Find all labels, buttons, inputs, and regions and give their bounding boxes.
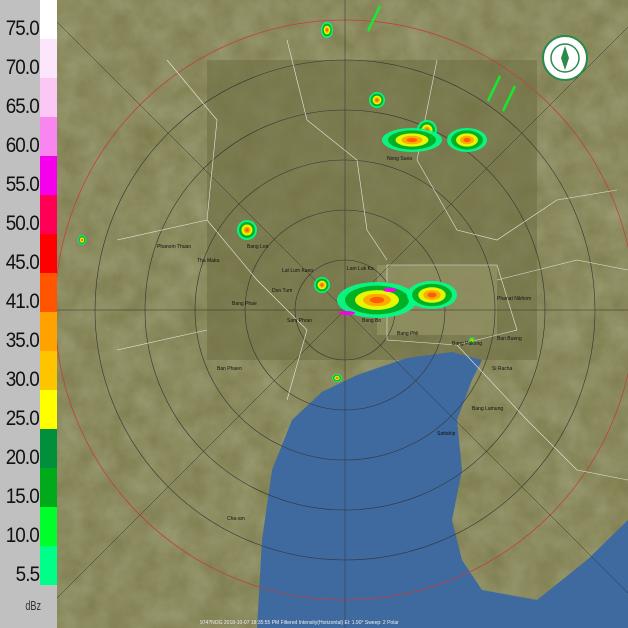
sea xyxy=(257,352,628,628)
legend-swatch xyxy=(40,507,57,546)
legend-label: 30.0 xyxy=(5,368,40,391)
place-label: Lat Lum Kaeo xyxy=(282,268,313,274)
place-label: Sam Phran xyxy=(287,318,312,324)
legend-level: 41.0 xyxy=(0,273,57,312)
place-label: Phanat Nikhom xyxy=(497,296,531,302)
legend-swatch xyxy=(40,0,57,39)
legend-label: 55.0 xyxy=(5,173,40,196)
echo-cell xyxy=(383,288,397,292)
legend-unit: dBz xyxy=(25,598,42,613)
echo-cell xyxy=(245,228,249,232)
place-label: Bang Len xyxy=(247,244,269,250)
place-label: Ban Bueng xyxy=(497,336,522,342)
legend-label: 75.0 xyxy=(5,17,40,40)
radar-echoes xyxy=(78,5,516,382)
legend-label: 70.0 xyxy=(5,56,40,79)
legend-level: 35.0 xyxy=(0,312,57,351)
azimuth-line xyxy=(57,21,346,311)
dbz-color-legend: 75.0 70.0 65.0 60.0 55.0 50.0 45.0 41.0 35.0 30.0… xyxy=(0,0,57,628)
legend-level: 50.0 xyxy=(0,195,57,234)
legend-label: 10.0 xyxy=(5,524,40,547)
legend-label: 41.0 xyxy=(5,290,40,313)
legend-label: 65.0 xyxy=(5,95,40,118)
place-label: Bang Phae xyxy=(232,301,257,307)
legend-swatch xyxy=(40,546,57,585)
legend-swatch xyxy=(40,468,57,507)
place-labels: Phanom Thuan Bang Len Lat Lum Kaeo Lam Luk … xyxy=(157,156,531,522)
echo-spoke xyxy=(502,85,516,112)
place-label: Ban Phaeo xyxy=(217,366,242,372)
legend-label: 60.0 xyxy=(5,134,40,157)
legend-level: 15.0 xyxy=(0,468,57,507)
legend-swatch xyxy=(40,273,57,312)
echo-cell xyxy=(320,283,324,287)
legend-level: 60.0 xyxy=(0,117,57,156)
place-label: Cha-am xyxy=(227,516,245,522)
echo-cell xyxy=(427,292,437,298)
legend-level: 5.5 xyxy=(0,546,57,585)
radar-logo xyxy=(542,35,588,81)
echo-cell xyxy=(406,137,418,143)
legend-swatch xyxy=(40,195,57,234)
echo-cell xyxy=(81,239,83,241)
place-label: Bang Lamung xyxy=(472,406,503,412)
place-label: Bang Bo xyxy=(362,318,381,324)
place-label: Tha Maka xyxy=(197,258,219,264)
echo-cell xyxy=(325,28,329,32)
place-label: Phanom Thuan xyxy=(157,244,191,250)
scan-status-line: 974?NOG 2018-10-07 18:35:55 PM Filtered … xyxy=(200,620,399,626)
legend-label: 35.0 xyxy=(5,329,40,352)
echo-cell xyxy=(471,339,473,341)
legend-label: 15.0 xyxy=(5,485,40,508)
legend-label: 5.5 xyxy=(15,563,39,586)
legend-label: 20.0 xyxy=(5,446,40,469)
echo-cell xyxy=(375,98,379,102)
legend-swatch xyxy=(40,234,57,273)
legend-label: 25.0 xyxy=(5,407,40,430)
echo-spoke xyxy=(487,75,501,102)
echo-cell xyxy=(463,137,471,143)
legend-swatch xyxy=(40,312,57,351)
legend-label: 50.0 xyxy=(5,212,40,235)
legend-level: 10.0 xyxy=(0,507,57,546)
legend-swatch xyxy=(40,351,57,390)
legend-label: 45.0 xyxy=(5,251,40,274)
legend-swatch xyxy=(40,156,57,195)
legend-swatch xyxy=(40,429,57,468)
legend-level: 25.0 xyxy=(0,390,57,429)
legend-swatch xyxy=(40,39,57,78)
legend-level: 65.0 xyxy=(0,78,57,117)
echo-spoke xyxy=(367,5,381,32)
legend-swatch xyxy=(40,117,57,156)
echo-cell xyxy=(339,311,355,315)
legend-level: 55.0 xyxy=(0,156,57,195)
place-label: Si Racha xyxy=(492,366,513,372)
legend-level: 45.0 xyxy=(0,234,57,273)
place-label: Bang Pakong xyxy=(452,341,482,347)
place-label: Bang Phli xyxy=(397,331,418,337)
echo-cell xyxy=(369,296,385,304)
legend-swatch xyxy=(40,78,57,117)
place-label: Sattahip xyxy=(437,431,456,437)
place-label: Don Tum xyxy=(272,288,292,294)
place-label: Nong Suea xyxy=(387,156,412,162)
echo-cell xyxy=(336,377,338,379)
azimuth-line xyxy=(344,309,628,594)
azimuth-line xyxy=(57,309,346,599)
legend-swatch xyxy=(40,390,57,429)
legend-level: 70.0 xyxy=(0,39,57,78)
legend-level: 30.0 xyxy=(0,351,57,390)
legend-level: 20.0 xyxy=(0,429,57,468)
legend-level: 75.0 xyxy=(0,0,57,39)
place-label: Lam Luk Ka xyxy=(347,266,374,272)
radar-map[interactable]: Phanom Thuan Bang Len Lat Lum Kaeo Lam Luk … xyxy=(57,0,628,628)
